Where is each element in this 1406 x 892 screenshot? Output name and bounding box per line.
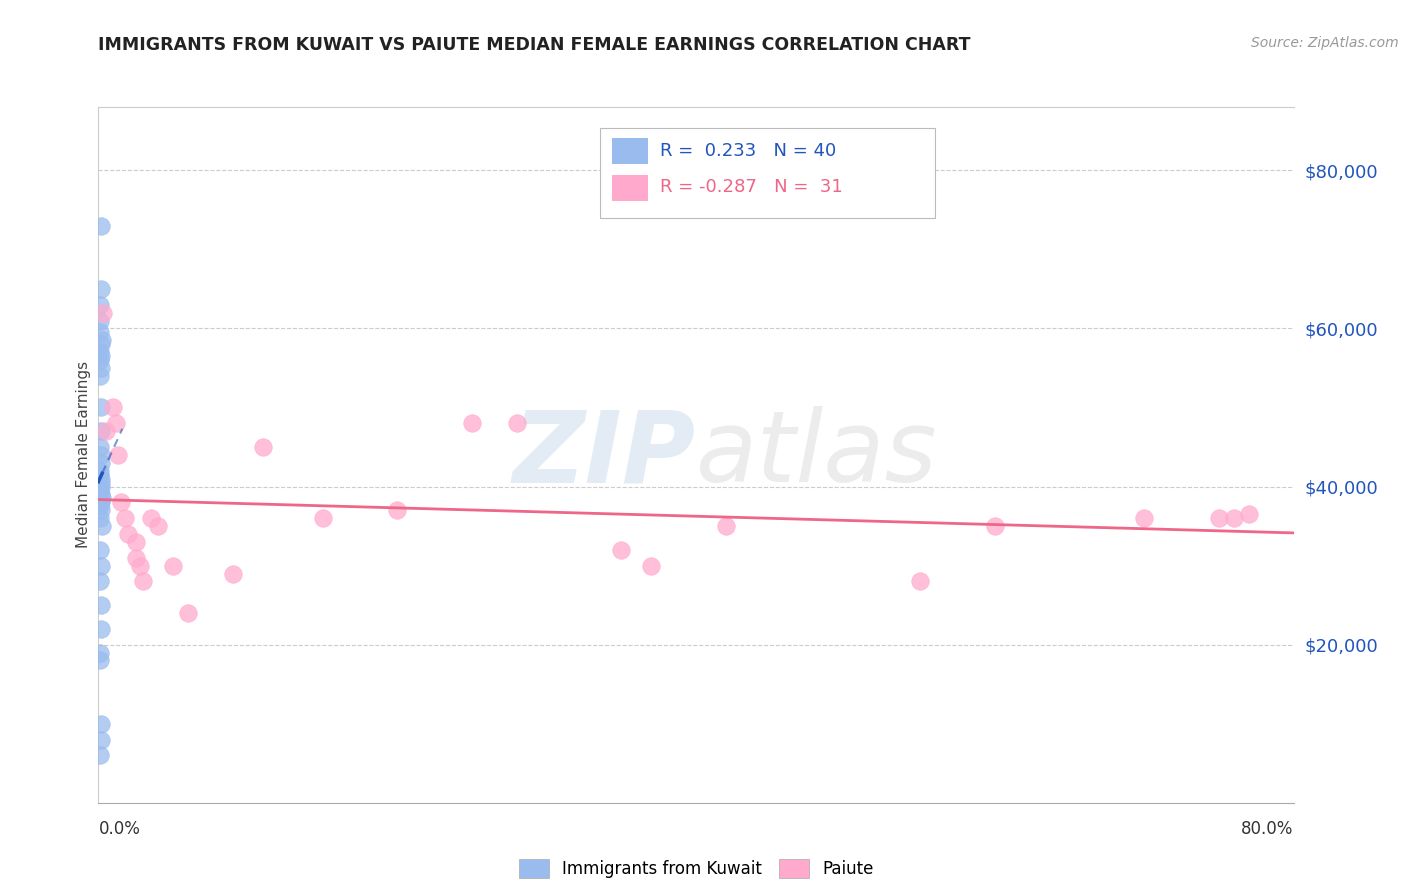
Point	[139, 511, 162, 525]
Point	[1237, 507, 1260, 521]
Point	[89, 646, 111, 660]
Point	[90, 487, 112, 501]
Point	[89, 653, 111, 667]
Point	[89, 353, 111, 368]
Text: atlas: atlas	[696, 407, 938, 503]
Y-axis label: Median Female Earnings: Median Female Earnings	[76, 361, 91, 549]
Point	[103, 401, 125, 415]
Point	[90, 424, 112, 438]
Point	[311, 511, 333, 525]
Point	[91, 305, 114, 319]
Point	[984, 519, 1007, 533]
Point	[640, 558, 662, 573]
Point	[89, 345, 111, 359]
Point	[125, 550, 148, 565]
Text: ZIP: ZIP	[513, 407, 696, 503]
FancyBboxPatch shape	[613, 175, 648, 201]
Point	[90, 598, 112, 612]
Point	[89, 511, 111, 525]
Point	[177, 606, 200, 620]
Point	[90, 401, 112, 415]
Point	[105, 417, 128, 431]
Point	[714, 519, 737, 533]
Point	[506, 417, 529, 431]
Point	[1208, 511, 1230, 525]
Point	[89, 313, 111, 327]
Text: IMMIGRANTS FROM KUWAIT VS PAIUTE MEDIAN FEMALE EARNINGS CORRELATION CHART: IMMIGRANTS FROM KUWAIT VS PAIUTE MEDIAN …	[98, 36, 972, 54]
Point	[1133, 511, 1156, 525]
Point	[1223, 511, 1246, 525]
Text: Source: ZipAtlas.com: Source: ZipAtlas.com	[1251, 36, 1399, 50]
Point	[89, 298, 111, 312]
Point	[90, 282, 112, 296]
Point	[132, 574, 155, 589]
Point	[94, 424, 117, 438]
Point	[90, 491, 112, 506]
Point	[90, 472, 112, 486]
Point	[89, 574, 111, 589]
Point	[89, 368, 111, 383]
Point	[125, 535, 148, 549]
Point	[89, 483, 111, 498]
Point	[89, 326, 111, 340]
Point	[610, 542, 633, 557]
Point	[461, 417, 484, 431]
Legend: Immigrants from Kuwait, Paiute: Immigrants from Kuwait, Paiute	[512, 853, 880, 885]
Point	[90, 475, 112, 490]
Point	[90, 219, 112, 233]
FancyBboxPatch shape	[600, 128, 935, 219]
Point	[89, 500, 111, 514]
FancyBboxPatch shape	[613, 137, 648, 164]
Point	[89, 440, 111, 454]
Point	[89, 748, 111, 763]
Point	[222, 566, 245, 581]
Point	[385, 503, 409, 517]
Point	[162, 558, 184, 573]
Point	[117, 527, 139, 541]
Point	[90, 495, 112, 509]
Point	[89, 464, 111, 478]
Text: R =  0.233   N = 40: R = 0.233 N = 40	[661, 142, 837, 160]
Point	[90, 622, 112, 636]
Point	[90, 333, 112, 347]
Point	[148, 519, 170, 533]
Point	[90, 448, 112, 462]
Point	[90, 479, 112, 493]
Point	[90, 732, 112, 747]
Text: 0.0%: 0.0%	[98, 820, 141, 838]
Point	[90, 716, 112, 731]
Point	[90, 456, 112, 470]
Text: 80.0%: 80.0%	[1241, 820, 1294, 838]
Point	[908, 574, 931, 589]
Point	[89, 542, 111, 557]
Point	[90, 503, 112, 517]
Point	[90, 337, 112, 351]
Point	[107, 448, 129, 462]
Point	[252, 440, 274, 454]
Point	[114, 511, 136, 525]
Point	[90, 558, 112, 573]
Text: R = -0.287   N =  31: R = -0.287 N = 31	[661, 178, 842, 196]
Point	[110, 495, 132, 509]
Point	[129, 558, 152, 573]
Point	[89, 467, 111, 482]
Point	[90, 361, 112, 376]
Point	[90, 349, 112, 363]
Point	[91, 519, 114, 533]
